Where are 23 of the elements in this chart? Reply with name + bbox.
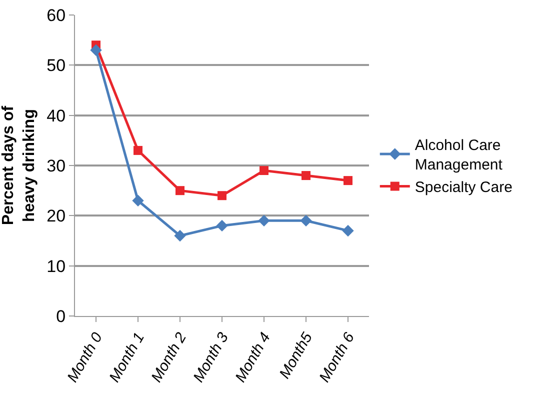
point xyxy=(300,214,312,227)
point xyxy=(134,146,142,155)
legend-label: Specialty Care xyxy=(414,179,512,196)
y-tick-label: 30 xyxy=(46,156,66,176)
point xyxy=(176,186,184,196)
point xyxy=(344,176,352,186)
y-tick-label: 40 xyxy=(46,106,66,126)
point xyxy=(174,230,186,242)
point xyxy=(90,44,102,56)
point xyxy=(302,171,310,180)
y-tick-label: 50 xyxy=(46,56,66,76)
point xyxy=(216,220,228,232)
y-tick-label: 0 xyxy=(56,306,66,326)
point xyxy=(260,166,268,176)
point xyxy=(258,214,270,227)
point xyxy=(342,224,354,237)
point xyxy=(132,194,144,206)
y-tick-label: 20 xyxy=(46,206,66,226)
y-axis-title: Percent days of heavy drinking xyxy=(0,105,38,226)
legend-label: Alcohol Care Management xyxy=(414,137,504,174)
point xyxy=(218,191,226,200)
y-tick-label: 10 xyxy=(46,256,66,276)
y-tick-label: 60 xyxy=(46,6,66,25)
